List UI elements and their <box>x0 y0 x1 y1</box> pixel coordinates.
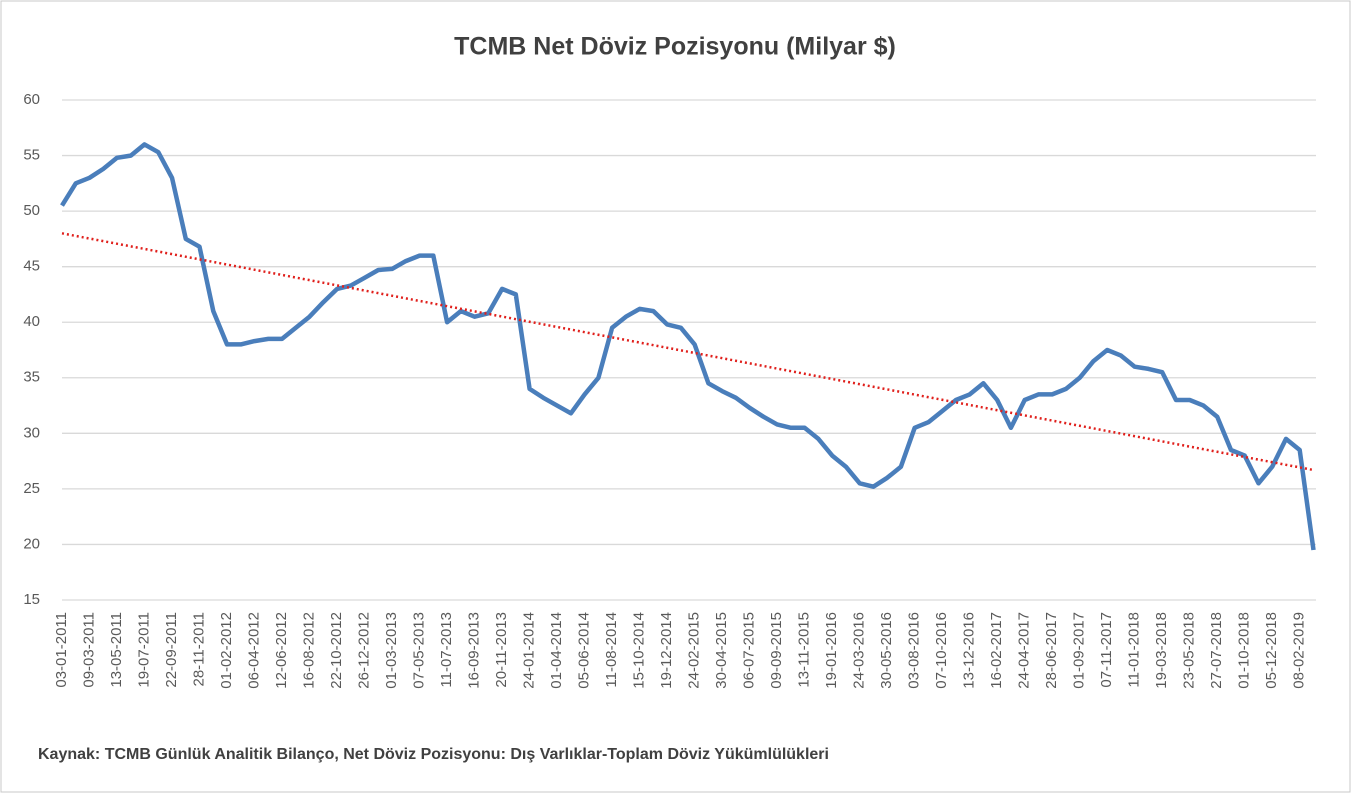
x-tick-label: 06-04-2012 <box>246 612 263 689</box>
y-tick-label: 60 <box>23 91 40 108</box>
x-tick-label: 19-03-2018 <box>1153 612 1170 689</box>
x-tick-label: 01-10-2018 <box>1236 612 1253 689</box>
x-tick-label: 16-09-2013 <box>466 612 483 689</box>
x-tick-label: 01-02-2012 <box>218 612 235 689</box>
x-tick-label: 24-02-2015 <box>686 612 703 689</box>
x-tick-label: 19-01-2016 <box>823 612 840 689</box>
y-tick-label: 30 <box>23 424 40 441</box>
x-tick-label: 08-02-2019 <box>1291 612 1308 689</box>
x-tick-label: 19-07-2011 <box>135 612 152 688</box>
x-tick-label: 06-07-2015 <box>741 612 758 689</box>
x-tick-label: 11-07-2013 <box>438 612 455 688</box>
y-tick-label: 25 <box>23 480 40 497</box>
x-tick-label: 15-10-2014 <box>631 612 648 689</box>
y-tick-label: 15 <box>23 591 40 608</box>
x-tick-label: 13-12-2016 <box>961 612 978 689</box>
x-tick-label: 27-07-2018 <box>1208 612 1225 689</box>
x-tick-label: 20-11-2013 <box>493 612 510 688</box>
x-tick-label: 24-03-2016 <box>851 612 868 689</box>
x-tick-label: 01-04-2014 <box>548 612 565 689</box>
chart-title: TCMB Net Döviz Pozisyonu (Milyar $) <box>454 33 896 61</box>
y-tick-label: 45 <box>23 258 40 275</box>
x-tick-label: 03-08-2016 <box>906 612 923 689</box>
x-tick-label: 09-09-2015 <box>768 612 785 689</box>
x-tick-label: 07-10-2016 <box>933 612 950 689</box>
x-tick-label: 28-06-2017 <box>1043 612 1060 689</box>
x-tick-label: 07-05-2013 <box>411 612 428 689</box>
x-tick-label: 11-01-2018 <box>1126 612 1143 688</box>
x-tick-label: 07-11-2017 <box>1098 612 1115 688</box>
x-tick-label: 03-01-2011 <box>53 612 70 688</box>
x-tick-label: 26-12-2012 <box>356 612 373 689</box>
x-tick-label: 01-03-2013 <box>383 612 400 689</box>
x-tick-label: 24-04-2017 <box>1016 612 1033 689</box>
x-tick-label: 16-02-2017 <box>988 612 1005 689</box>
x-tick-label: 22-09-2011 <box>163 612 180 688</box>
x-tick-label: 16-08-2012 <box>301 612 318 689</box>
x-tick-label: 13-05-2011 <box>108 612 125 688</box>
x-tick-label: 05-12-2018 <box>1263 612 1280 689</box>
x-tick-label: 30-05-2016 <box>878 612 895 689</box>
x-tick-label: 23-05-2018 <box>1181 612 1198 689</box>
x-tick-label: 24-01-2014 <box>521 612 538 689</box>
x-tick-label: 09-03-2011 <box>80 612 97 688</box>
trend-line <box>61 232 1314 472</box>
y-tick-label: 35 <box>23 369 40 386</box>
x-tick-label: 11-08-2014 <box>603 612 620 688</box>
y-tick-label: 50 <box>23 202 40 219</box>
x-tick-label: 19-12-2014 <box>658 612 675 689</box>
footnote: Kaynak: TCMB Günlük Analitik Bilanço, Ne… <box>38 746 829 763</box>
y-tick-label: 55 <box>23 147 40 164</box>
x-tick-label: 28-11-2011 <box>190 612 207 687</box>
y-tick-label: 40 <box>23 313 40 330</box>
y-tick-label: 20 <box>23 535 40 552</box>
x-tick-label: 05-06-2014 <box>576 612 593 689</box>
data-line <box>60 142 1316 551</box>
x-tick-label: 01-09-2017 <box>1071 612 1088 689</box>
x-tick-label: 13-11-2015 <box>796 612 813 688</box>
x-tick-label: 30-04-2015 <box>713 612 730 689</box>
x-tick-label: 12-06-2012 <box>273 612 290 689</box>
x-tick-label: 22-10-2012 <box>328 612 345 689</box>
